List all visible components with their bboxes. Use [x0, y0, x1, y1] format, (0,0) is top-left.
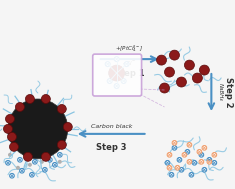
Circle shape: [13, 146, 17, 150]
Circle shape: [26, 149, 30, 154]
Circle shape: [167, 166, 172, 170]
Circle shape: [177, 157, 182, 162]
Text: - Cl$^-$: - Cl$^-$: [122, 59, 137, 67]
Text: Step 1: Step 1: [114, 69, 145, 78]
Circle shape: [48, 153, 52, 157]
Circle shape: [24, 152, 32, 161]
Circle shape: [38, 130, 42, 134]
Circle shape: [199, 65, 209, 75]
Circle shape: [58, 160, 62, 164]
Circle shape: [33, 146, 37, 150]
Circle shape: [202, 146, 207, 150]
Circle shape: [28, 163, 32, 167]
Circle shape: [41, 152, 50, 161]
Circle shape: [8, 153, 12, 157]
Circle shape: [187, 160, 192, 164]
Circle shape: [35, 136, 40, 140]
Circle shape: [30, 173, 34, 177]
Circle shape: [189, 173, 194, 177]
Circle shape: [114, 57, 119, 62]
Circle shape: [175, 166, 180, 170]
Circle shape: [197, 149, 202, 154]
Circle shape: [58, 153, 62, 157]
Circle shape: [23, 153, 27, 157]
Circle shape: [176, 77, 186, 87]
Circle shape: [16, 102, 24, 112]
Circle shape: [192, 73, 202, 83]
Circle shape: [207, 157, 212, 162]
Circle shape: [20, 168, 24, 173]
Circle shape: [13, 133, 17, 137]
Circle shape: [185, 149, 190, 154]
Circle shape: [164, 67, 174, 77]
Circle shape: [25, 94, 34, 103]
Circle shape: [192, 160, 197, 165]
Circle shape: [169, 173, 174, 177]
Text: Carbon black: Carbon black: [91, 124, 132, 129]
Circle shape: [107, 79, 112, 84]
Circle shape: [4, 124, 12, 133]
Circle shape: [169, 50, 180, 60]
Circle shape: [172, 141, 177, 145]
Circle shape: [212, 160, 217, 165]
Circle shape: [160, 83, 169, 93]
Circle shape: [165, 160, 170, 165]
Circle shape: [105, 62, 110, 67]
Circle shape: [5, 114, 15, 123]
Circle shape: [184, 60, 194, 70]
Circle shape: [46, 138, 50, 142]
Text: Step 3: Step 3: [96, 143, 127, 152]
Circle shape: [20, 141, 24, 145]
Circle shape: [6, 160, 10, 165]
Circle shape: [121, 79, 126, 84]
Circle shape: [114, 84, 119, 88]
Circle shape: [8, 99, 68, 159]
Circle shape: [157, 55, 166, 65]
Text: NaBH₄: NaBH₄: [218, 83, 223, 101]
Circle shape: [53, 146, 57, 150]
Circle shape: [18, 157, 22, 162]
Circle shape: [187, 143, 192, 147]
Circle shape: [167, 153, 172, 157]
Circle shape: [16, 166, 20, 170]
Circle shape: [199, 153, 204, 157]
Circle shape: [207, 160, 212, 164]
Circle shape: [9, 142, 18, 151]
Circle shape: [57, 140, 66, 149]
Circle shape: [43, 167, 47, 172]
Text: Step 2: Step 2: [224, 77, 233, 107]
Circle shape: [53, 139, 57, 144]
Circle shape: [39, 153, 44, 157]
Circle shape: [47, 157, 52, 162]
Circle shape: [109, 65, 125, 81]
Circle shape: [124, 62, 129, 67]
Circle shape: [46, 143, 50, 147]
Circle shape: [10, 138, 14, 142]
FancyBboxPatch shape: [93, 54, 141, 96]
Circle shape: [63, 122, 72, 131]
Circle shape: [10, 174, 14, 178]
Circle shape: [23, 139, 27, 144]
Circle shape: [202, 167, 207, 172]
Text: +[PtCl$_4^{2-}$]: +[PtCl$_4^{2-}$]: [115, 43, 144, 54]
Circle shape: [179, 167, 184, 172]
Circle shape: [182, 153, 187, 157]
Circle shape: [8, 132, 16, 141]
Circle shape: [41, 94, 50, 103]
Circle shape: [172, 146, 177, 150]
Circle shape: [199, 160, 204, 164]
Circle shape: [53, 163, 57, 167]
Circle shape: [57, 105, 66, 113]
Circle shape: [212, 153, 217, 157]
Circle shape: [33, 160, 37, 164]
Circle shape: [40, 160, 44, 164]
